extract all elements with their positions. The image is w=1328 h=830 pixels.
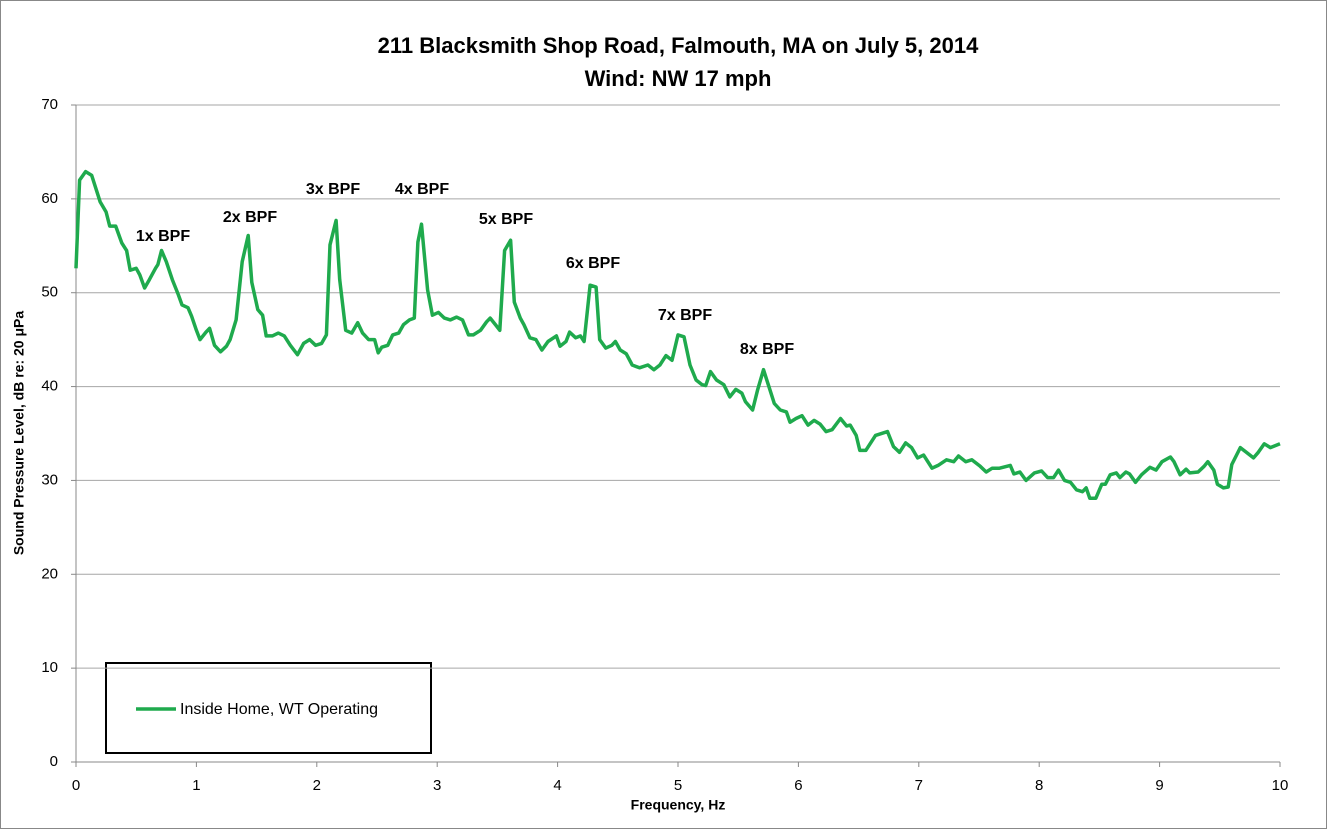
y-tick-label: 70 [41,96,58,113]
annotation: 2x BPF [223,209,277,226]
y-tick-label: 20 [41,565,58,582]
x-axis-label: Frequency, Hz [631,797,726,813]
x-tick-label: 8 [1035,777,1043,794]
chart-title: 211 Blacksmith Shop Road, Falmouth, MA o… [378,33,979,58]
annotation: 1x BPF [136,228,190,245]
annotation: 6x BPF [566,255,620,272]
annotation: 5x BPF [479,211,533,228]
annotation: 4x BPF [395,181,449,198]
y-tick-label: 60 [41,190,58,207]
x-tick-label: 9 [1155,777,1163,794]
annotation: 3x BPF [306,181,360,198]
y-tick-label: 30 [41,471,58,488]
y-tick-label: 0 [50,753,58,770]
y-tick-label: 10 [41,659,58,676]
x-tick-label: 10 [1272,777,1289,794]
annotation: 7x BPF [658,307,712,324]
y-axis-label: Sound Pressure Level, dB re: 20 μPa [11,311,27,556]
chart-subtitle: Wind: NW 17 mph [585,66,772,91]
x-tick-label: 4 [553,777,561,794]
x-tick-label: 0 [72,777,80,794]
y-tick-label: 50 [41,284,58,301]
annotation: 8x BPF [740,341,794,358]
x-tick-label: 7 [915,777,923,794]
x-tick-label: 6 [794,777,802,794]
y-tick-label: 40 [41,378,58,395]
x-tick-label: 1 [192,777,200,794]
x-tick-label: 3 [433,777,441,794]
legend-label: Inside Home, WT Operating [180,701,378,718]
x-tick-label: 2 [313,777,321,794]
x-tick-label: 5 [674,777,682,794]
data-line [74,169,1281,501]
